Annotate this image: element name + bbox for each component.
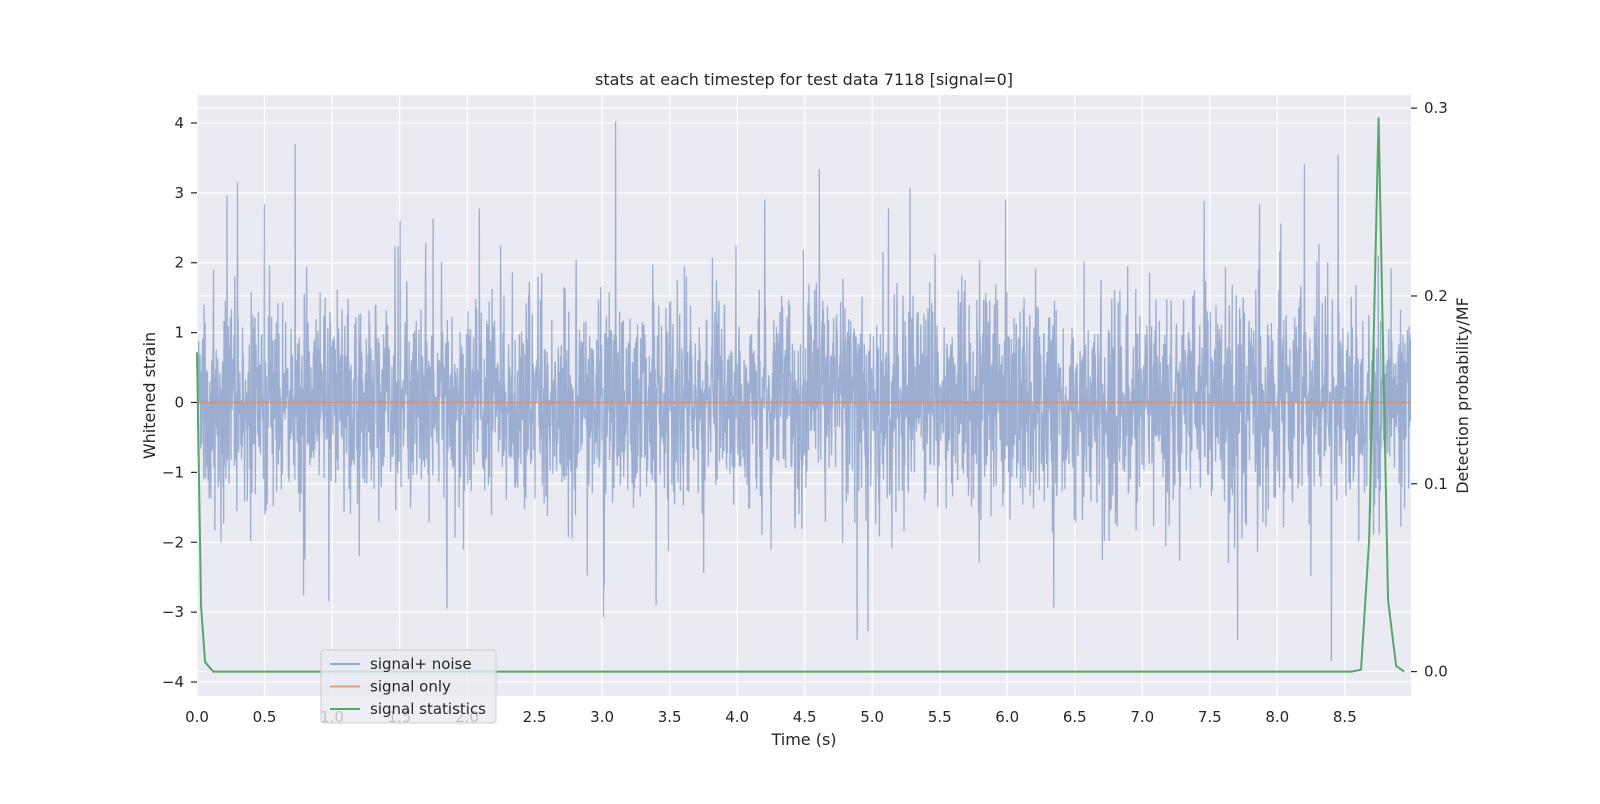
y2-tick-label: 0.3 [1424, 99, 1448, 117]
y-tick-label: −3 [162, 603, 184, 621]
signal-statistics-line [196, 117, 1405, 673]
x-tick-label: 3.5 [658, 708, 682, 726]
y-tick-label: −2 [162, 533, 184, 551]
legend-label-signal-only: signal only [370, 678, 451, 696]
y-tick-label: −4 [162, 673, 184, 691]
x-tick-label: 5.0 [860, 708, 884, 726]
x-tick-label: 3.0 [590, 708, 614, 726]
legend-box [320, 649, 497, 724]
x-tick-label: 7.5 [1198, 708, 1222, 726]
x-tick-label: 6.0 [995, 708, 1019, 726]
x-tick-label: 6.5 [1063, 708, 1087, 726]
legend: signal+ noise signal only signal statist… [320, 649, 497, 724]
y2-tick-label: 0.1 [1424, 475, 1448, 493]
y-tick-label: 4 [174, 114, 184, 132]
x-tick-label: 0.0 [185, 708, 209, 726]
x-tick-label: 4.5 [793, 708, 817, 726]
x-tick-label: 7.0 [1130, 708, 1154, 726]
x-tick-label: 5.5 [928, 708, 952, 726]
y2-tick-label: 0.0 [1424, 663, 1448, 681]
y2-tick-label: 0.2 [1424, 287, 1448, 305]
noise-series [197, 121, 1411, 662]
y-tick-label: 1 [174, 324, 184, 342]
x-tick-label: 8.5 [1333, 708, 1357, 726]
chart-title: stats at each timestep for test data 711… [595, 70, 1013, 89]
signal-statistics-series [196, 117, 1405, 673]
signal-noise-line [197, 121, 1411, 662]
x-tick-label: 8.0 [1265, 708, 1289, 726]
x-tick-label: 2.5 [523, 708, 547, 726]
legend-label-signal-noise: signal+ noise [370, 655, 472, 673]
y-axis-label: Whitened strain [140, 332, 159, 459]
x-axis-label: Time (s) [770, 730, 836, 749]
y-tick-label: 3 [174, 184, 184, 202]
x-tick-label: 0.5 [253, 708, 277, 726]
legend-label-signal-statistics: signal statistics [370, 700, 486, 718]
y-tick-label: 0 [174, 393, 184, 411]
y-tick-label: 2 [174, 254, 184, 272]
y2-axis-label: Detection probability/MF [1453, 297, 1472, 494]
y-tick-label: −1 [162, 463, 184, 481]
x-tick-label: 4.0 [725, 708, 749, 726]
